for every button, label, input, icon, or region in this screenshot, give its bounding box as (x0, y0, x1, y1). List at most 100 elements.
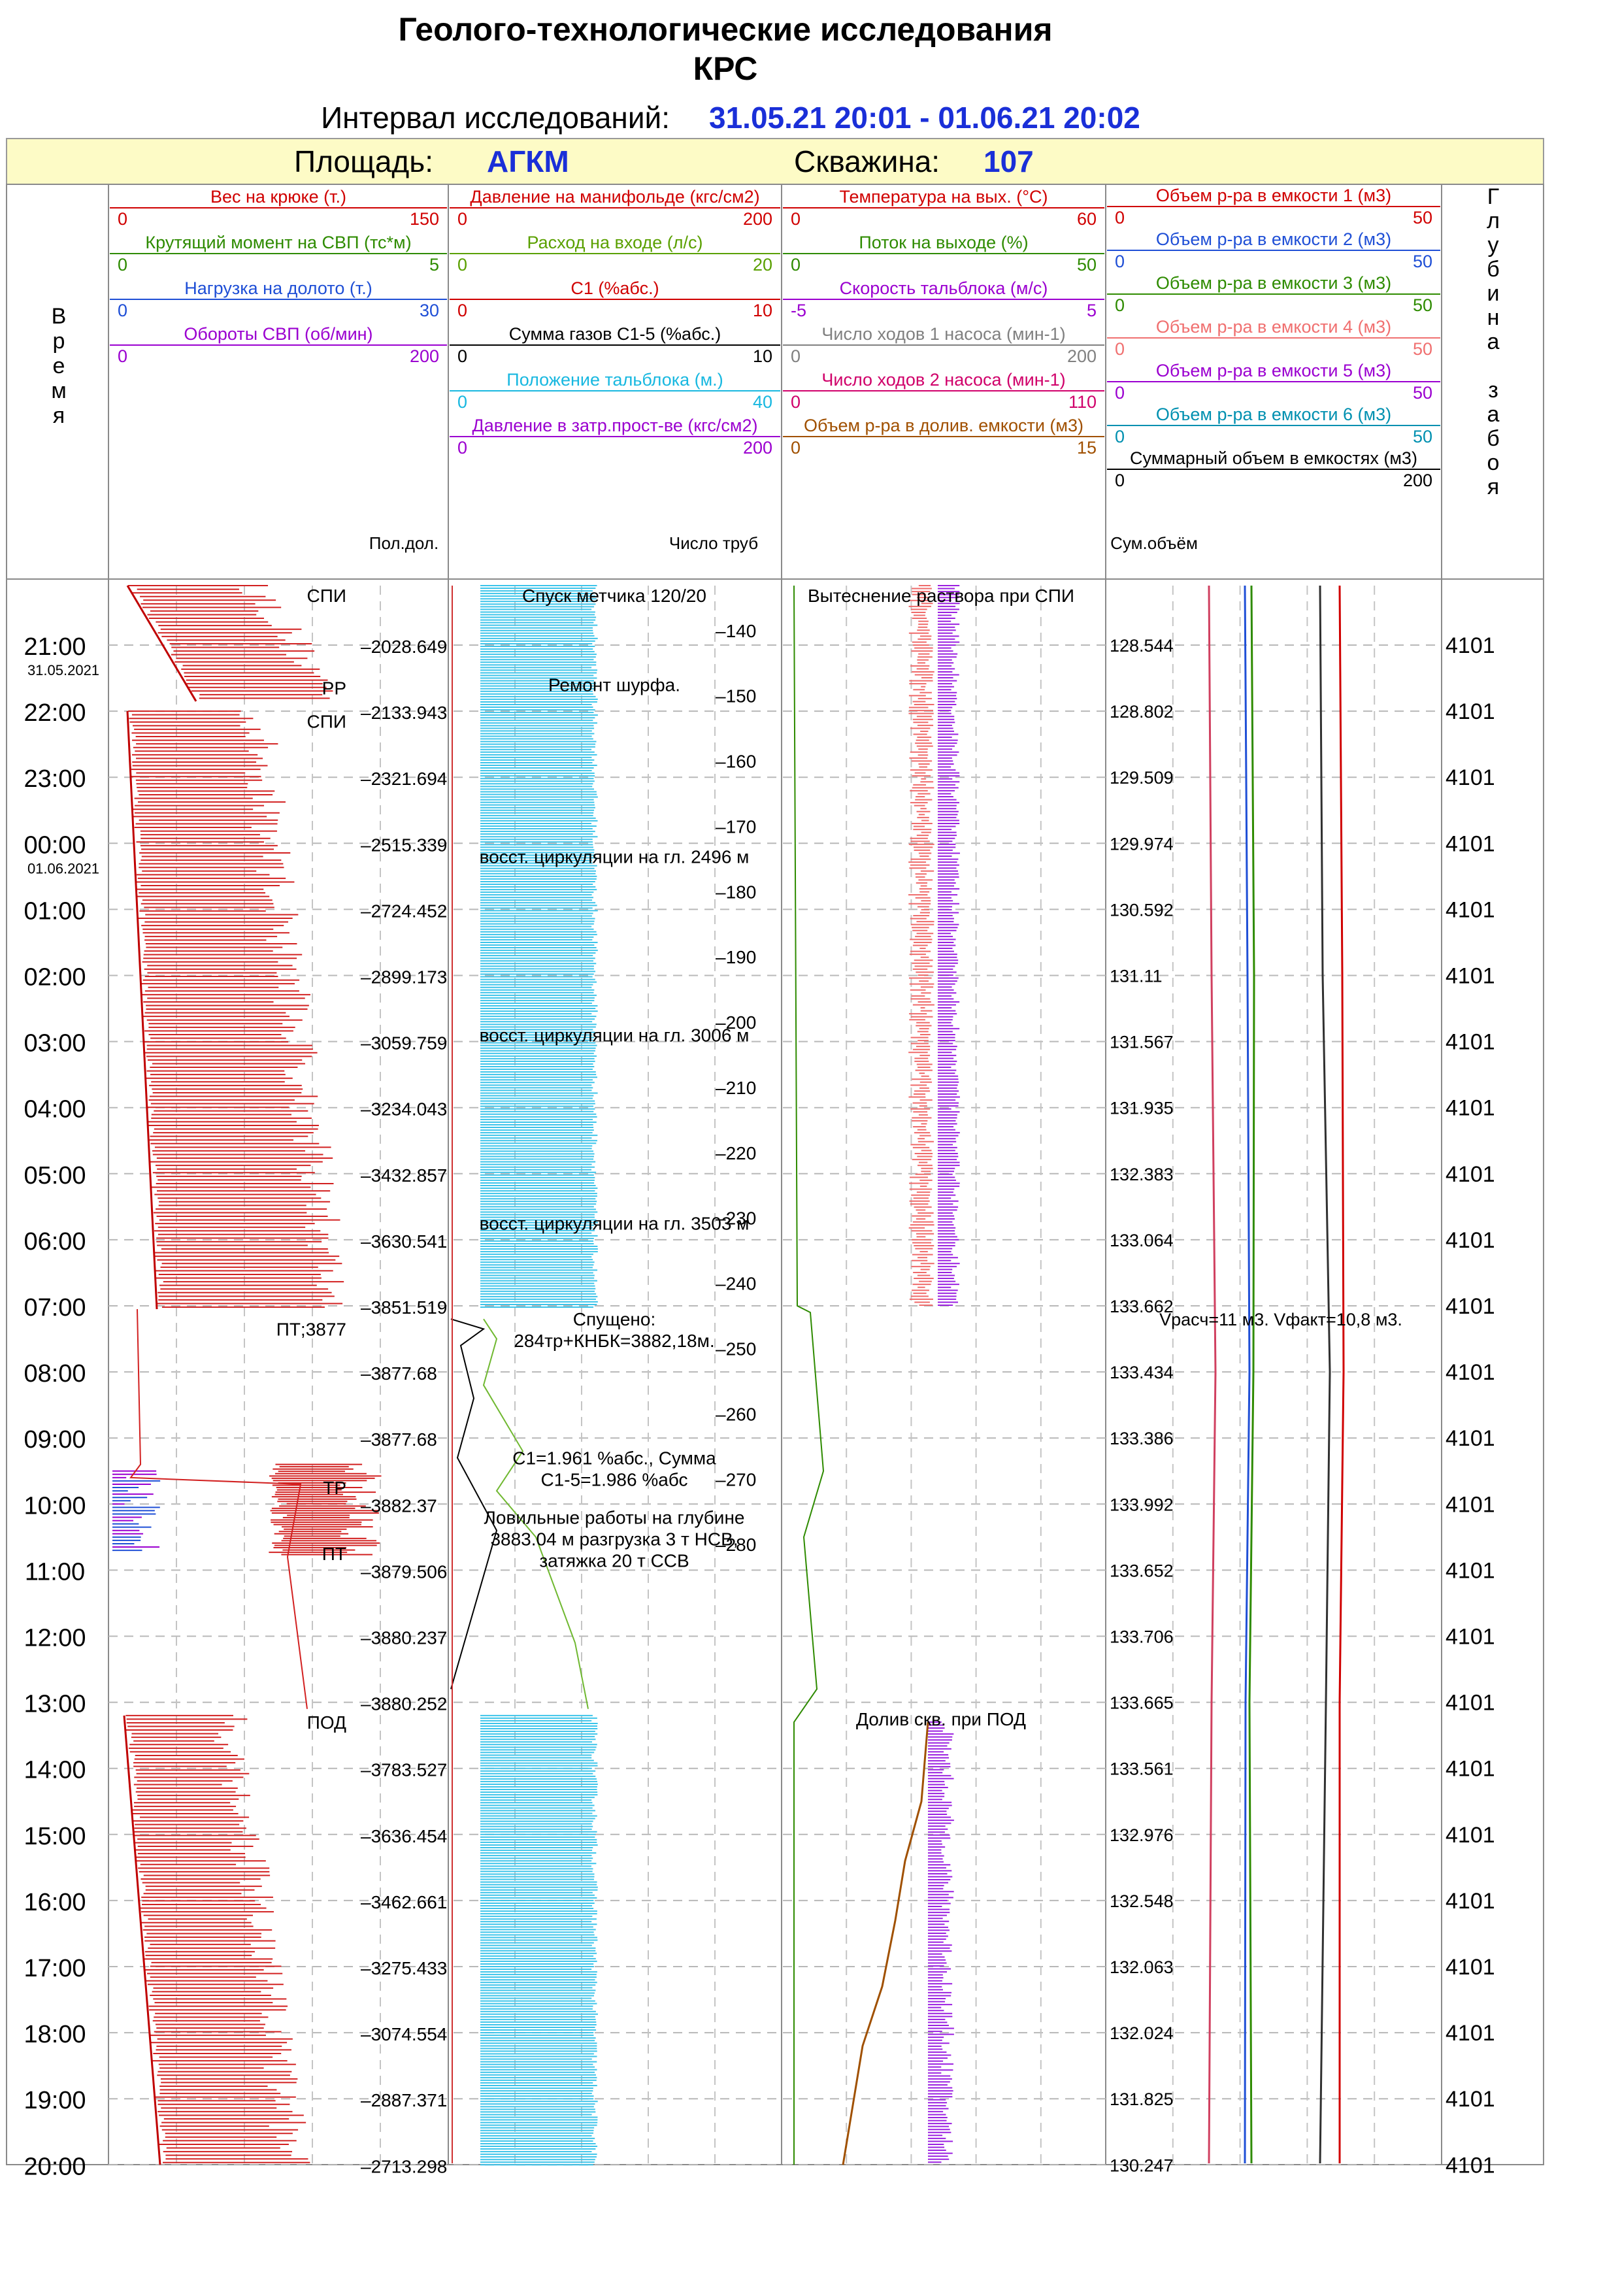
time-tick-label: 12:00 (24, 1625, 86, 1652)
bottom-depth-value: 4101 (1446, 1426, 1495, 1451)
curve-scale-max: 50 (1077, 255, 1097, 275)
depth-title-letter: у (1488, 233, 1499, 258)
time-tick-label: 10:00 (24, 1492, 86, 1520)
total-volume-value: 132.383 (1110, 1165, 1174, 1184)
event-note: затяжка 20 т ССВ (539, 1551, 689, 1571)
event-label: СПИ (307, 586, 346, 606)
depth-title-letter: а (1487, 329, 1500, 354)
pipe-count-tick: –260 (716, 1404, 756, 1424)
time-tick-label: 06:00 (24, 1228, 86, 1256)
bottom-depth-value: 4101 (1446, 2087, 1495, 2112)
curve-name: Объем р-ра в емкости 5 (м3) (1156, 361, 1391, 380)
curve-name: Суммарный объем в емкостях (м3) (1130, 448, 1417, 468)
curve-scale-max: 200 (743, 438, 772, 458)
bottom-depth-value: 4101 (1446, 1360, 1495, 1385)
time-tick-label: 17:00 (24, 1955, 86, 1982)
curve-scale-min: 0 (118, 209, 127, 229)
bit-position-values: –2028.649 –2133.943 –2321.694 –2515.339 –272… (361, 637, 447, 2176)
curve-name: Сумма газов С1-5 (%абс.) (509, 324, 721, 344)
curve-scale-min: 0 (1115, 383, 1125, 403)
event-label: СПИ (307, 711, 346, 731)
total-volume-value: 132.024 (1110, 2023, 1174, 2043)
bottom-depth-value: 4101 (1446, 1691, 1495, 1716)
hook-load-baseline (126, 585, 197, 702)
time-title-letter: я (53, 403, 65, 428)
bottom-depth-value: 4101 (1446, 1625, 1495, 1650)
curve-name: Объем р-ра в долив. емкости (м3) (804, 416, 1083, 435)
bottom-depth-value: 4101 (1446, 2153, 1495, 2178)
curve-scale-min: 0 (1115, 471, 1125, 490)
bit-position-value: –2028.649 (361, 637, 447, 657)
depth-title-letter: а (1487, 402, 1500, 427)
curve-name: Давление в затр.прост-ве (кгс/см2) (472, 416, 757, 435)
curve-scale-min: 0 (791, 438, 801, 458)
chart-annotations: СПИ РР СПИ ПТ;3877 ТР ПТ ПОД Спуск метчика 120/… (276, 586, 1402, 1733)
curve-scale-max: 50 (1413, 427, 1432, 446)
bottom-depth-value: 4101 (1446, 1823, 1495, 1848)
time-tick-label: 08:00 (24, 1360, 86, 1388)
curve-scale-max: 200 (743, 209, 772, 229)
bottom-depth-value: 4101 (1446, 2021, 1495, 2046)
bottom-depth-value: 4101 (1446, 1889, 1495, 1914)
curve-name: Число ходов 1 насоса (мин-1) (821, 324, 1065, 344)
interval-label: Интервал исследований: (321, 101, 670, 135)
curve-name: Обороты СВП (об/мин) (184, 324, 372, 344)
curve-scale-min: 0 (457, 209, 467, 229)
time-tick-label: 04:00 (24, 1096, 86, 1123)
curve-scale-max: 50 (1413, 208, 1432, 227)
total-volume-value: 131.825 (1110, 2089, 1174, 2109)
bottom-depth-values: 4101 4101 4101 4101 4101 4101 4101 4101 4101 4101… (1446, 633, 1495, 2178)
track1-footer: Пол.дол. (369, 533, 438, 553)
depth-title-letter: б (1487, 257, 1499, 282)
event-note: Вытеснение раствора при СПИ (808, 586, 1074, 606)
event-note: восст. циркуляции на гл. 3503 м (480, 1214, 750, 1234)
tank-volume-trace (1208, 585, 1217, 2164)
hook-load-trace (129, 1309, 308, 1709)
total-volume-value: 133.434 (1110, 1363, 1174, 1382)
depth-title-letter: и (1487, 281, 1500, 306)
curve-scale-max: 200 (410, 346, 439, 366)
curve-scale-min: 0 (1115, 427, 1125, 446)
bit-position-value: –2515.339 (361, 835, 447, 855)
bottom-depth-value: 4101 (1446, 1757, 1495, 1782)
bottom-depth-value: 4101 (1446, 1955, 1495, 1980)
bit-position-value: –2899.173 (361, 967, 447, 988)
curve-name: Объем р-ра в емкости 4 (м3) (1156, 317, 1391, 337)
date-label: 01.06.2021 (27, 860, 99, 876)
event-note: Vрасч=11 м3. Vфакт=10,8 м3. (1159, 1310, 1402, 1329)
track2-footer: Число труб (669, 533, 758, 553)
event-label: ПТ;3877 (276, 1319, 346, 1339)
time-tick-label: 11:00 (25, 1558, 85, 1586)
bit-position-value: –3877.68 (361, 1429, 437, 1450)
bit-position-value: –2133.943 (361, 703, 447, 723)
curve-scale-max: 50 (1413, 295, 1432, 315)
bottom-depth-value: 4101 (1446, 1030, 1495, 1055)
total-volume-value: 133.662 (1110, 1297, 1174, 1316)
bit-position-value: –3877.68 (361, 1363, 437, 1384)
bottom-depth-value: 4101 (1446, 1162, 1495, 1187)
curve-scale-max: 200 (1067, 346, 1097, 366)
total-volume-value: 131.567 (1110, 1033, 1174, 1052)
curve-name: Число ходов 2 насоса (мин-1) (821, 370, 1065, 390)
bottom-depth-value: 4101 (1446, 897, 1495, 922)
curve-scale-max: 50 (1413, 383, 1432, 403)
event-note: 3883.04 м разгрузка 3 т НСВ, (490, 1529, 738, 1550)
bit-position-value: –2713.298 (361, 2156, 447, 2176)
pipe-count-tick: –240 (716, 1274, 756, 1294)
total-volume-value: 131.11 (1110, 967, 1163, 986)
curve-name: Объем р-ра в емкости 1 (м3) (1156, 186, 1391, 205)
depth-title-letter: н (1487, 305, 1500, 330)
curve-scale-min: 0 (1115, 252, 1125, 271)
total-volume-value: 130.592 (1110, 900, 1174, 920)
curve-scale-min: 0 (457, 346, 467, 366)
bit-position-value: –2724.452 (361, 901, 447, 921)
total-volume-value: 133.665 (1110, 1693, 1174, 1713)
time-tick-label: 02:00 (24, 964, 86, 991)
total-volume-value: 132.548 (1110, 1891, 1174, 1911)
event-note: Ловильные работы на глубине (484, 1508, 745, 1528)
time-tick-label: 18:00 (24, 2021, 86, 2048)
tank-volume-trace (1319, 585, 1331, 2164)
pipe-count-tick: –190 (716, 947, 756, 967)
